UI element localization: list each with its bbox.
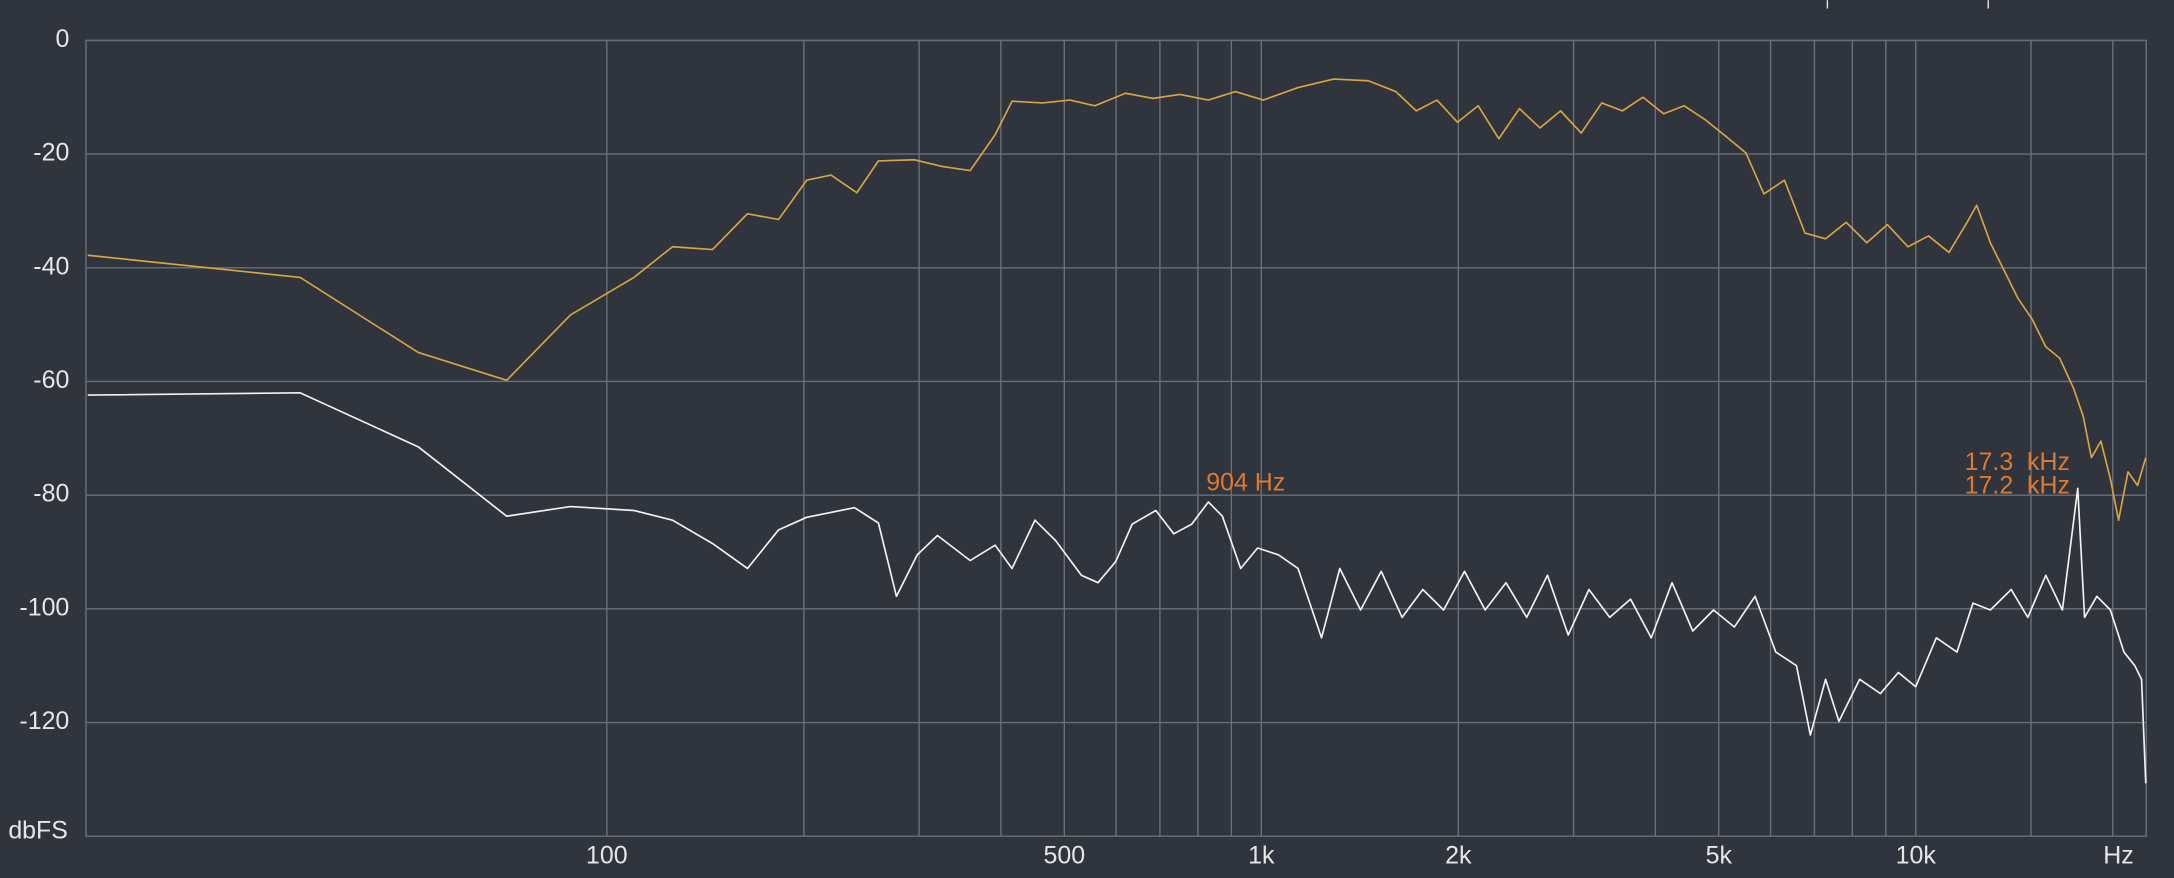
- peak-annotation: 17.3 kHz: [1965, 448, 2070, 476]
- spectrum-line: [87, 391, 2147, 784]
- peak-annotation: 17.2 kHz: [1965, 471, 2070, 499]
- x-tick-label: 500: [1043, 842, 1085, 870]
- x-tick-label: 100: [586, 842, 628, 870]
- x-tick-label: 10k: [1896, 842, 1937, 870]
- y-tick-label: -20: [33, 139, 69, 167]
- y-axis-label: dbFS: [8, 817, 68, 845]
- y-tick-label: -120: [19, 707, 69, 735]
- x-tick-label: 1k: [1248, 842, 1275, 870]
- spectrum-line: [87, 78, 2147, 521]
- peak-annotation: 904 Hz: [1206, 469, 1285, 497]
- y-tick-label: -80: [33, 480, 69, 508]
- x-axis-label: Hz: [2103, 842, 2133, 870]
- x-tick-label: 5k: [1706, 842, 1733, 870]
- y-tick-label: -100: [19, 593, 69, 621]
- y-tick-label: -40: [33, 252, 69, 280]
- y-tick-label: -60: [33, 366, 69, 394]
- y-tick-label: 0: [55, 25, 69, 53]
- x-tick-label: 2k: [1445, 842, 1472, 870]
